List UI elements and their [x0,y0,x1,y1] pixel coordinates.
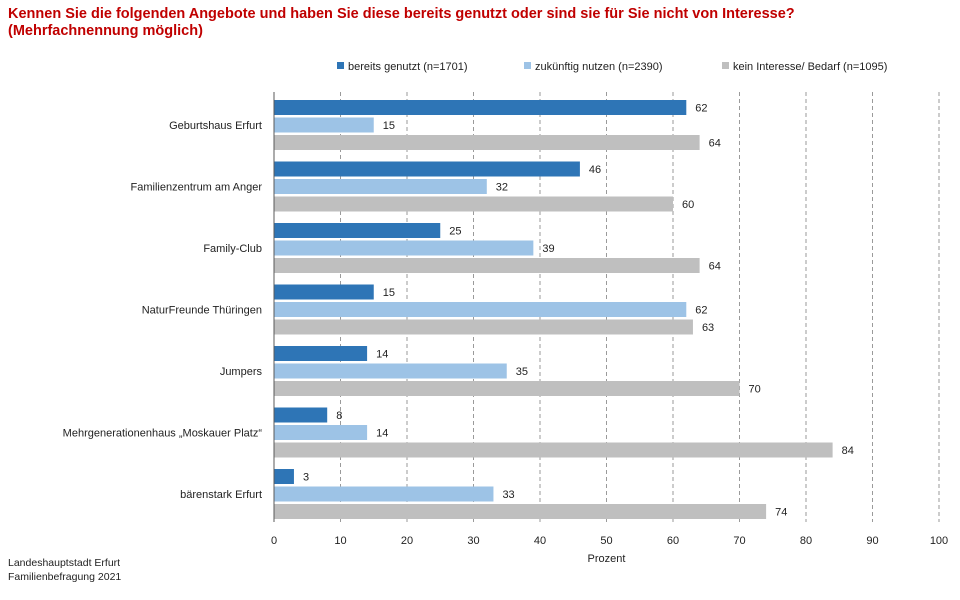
legend-label: bereits genutzt (n=1701) [348,61,468,73]
bar [274,346,368,361]
legend-swatch [722,62,729,69]
data-label: 64 [709,261,721,273]
category-label: Geburtshaus Erfurt [169,120,262,132]
category-label: NaturFreunde Thüringen [142,305,262,317]
bar [274,258,700,273]
data-label: 15 [383,287,395,299]
chart-title: Kennen Sie die folgenden Angebote und ha… [8,6,948,40]
bar [274,223,441,238]
data-label: 63 [702,322,714,334]
data-label: 3 [303,472,309,484]
bar [274,135,700,150]
x-tick-label: 20 [401,535,413,547]
data-label: 60 [682,199,694,211]
data-label: 46 [589,164,601,176]
bar [274,161,580,177]
bar [274,100,687,115]
data-label: 74 [775,507,787,519]
legend-swatch [524,62,531,69]
x-tick-label: 10 [334,535,346,547]
data-label: 15 [383,120,395,132]
x-tick-label: 30 [467,535,479,547]
chart-title-line: Kennen Sie die folgenden Angebote und ha… [8,6,795,22]
bar [274,319,693,335]
bar [274,179,487,194]
data-label: 32 [496,182,508,194]
bar [274,302,687,317]
data-label: 25 [449,226,461,238]
data-label: 33 [502,489,514,501]
bar [274,196,673,212]
data-label: 70 [749,384,761,396]
category-label: bärenstark Erfurt [180,489,262,501]
x-tick-label: 90 [866,535,878,547]
x-tick-label: 80 [800,535,812,547]
x-axis-label: Prozent [588,553,626,565]
chart-subtitle: (Mehrfachnennung möglich) [8,23,203,39]
legend-swatch [337,62,344,69]
category-label: Jumpers [220,366,263,378]
source-note: Landeshauptstadt Erfurt Familienbefragun… [8,556,121,584]
legend-label: zukünftig nutzen (n=2390) [535,61,663,73]
data-label: 62 [695,103,707,115]
category-label: Familienzentrum am Anger [131,182,263,194]
legend-label: kein Interesse/ Bedarf (n=1095) [733,61,887,73]
x-tick-label: 60 [667,535,679,547]
bar [274,240,534,256]
data-label: 64 [709,138,721,150]
data-label: 62 [695,305,707,317]
bar [274,381,740,396]
data-label: 8 [336,410,342,422]
bar [274,504,767,519]
x-tick-label: 50 [600,535,612,547]
bar [274,442,833,458]
bar [274,486,494,502]
x-tick-label: 0 [271,535,277,547]
bar [274,425,368,440]
bar [274,284,374,300]
data-label: 39 [542,243,554,255]
bar [274,117,374,133]
bar [274,469,294,484]
category-label: Mehrgenerationenhaus „Moskauer Platz“ [63,428,263,440]
category-label: Family-Club [203,243,262,255]
x-tick-label: 70 [733,535,745,547]
source-line-2: Familienbefragung 2021 [8,571,122,583]
source-line-1: Landeshauptstadt Erfurt [8,557,121,569]
data-label: 35 [516,366,528,378]
bar [274,363,507,379]
x-tick-label: 100 [930,535,948,547]
bar [274,407,328,423]
data-label: 14 [376,349,388,361]
x-tick-label: 40 [534,535,546,547]
data-label: 14 [376,428,388,440]
data-label: 84 [842,445,854,457]
